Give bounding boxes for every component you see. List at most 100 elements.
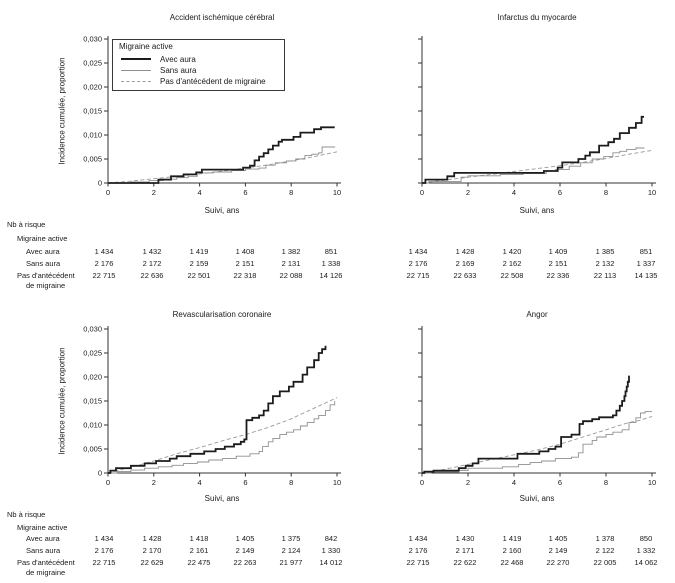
legend-item-avec-aura: Avec aura: [121, 54, 196, 64]
y-tick-label: 0,020: [83, 373, 102, 382]
risk-value: 1 420: [502, 247, 522, 256]
risk-value: 1 378: [595, 534, 615, 543]
risk-value: 2 124: [281, 546, 301, 555]
x-tick-label: 4: [512, 478, 516, 487]
legend-title: Migraine active: [119, 42, 173, 51]
risk-value: 1 419: [502, 534, 522, 543]
panel-title-revascularisation: Revascularisation coronaire: [172, 310, 272, 319]
y-tick-label: 0,015: [83, 107, 102, 116]
risk-value: 2 159: [189, 259, 209, 268]
risk-value: 1 434: [408, 534, 428, 543]
risk-value: 2 131: [281, 259, 301, 268]
risk-value: 22 005: [593, 558, 617, 567]
y-axis-label-top: Incidence cumulée, proportion: [57, 57, 67, 165]
risk-value: 2 151: [548, 259, 568, 268]
risk-value: 2 176: [408, 546, 428, 555]
y-tick-label: 0: [98, 469, 102, 478]
risk-value: 851: [639, 247, 653, 256]
risk-value: 850: [639, 534, 653, 543]
x-tick-label: 4: [198, 478, 202, 487]
risk-value: 1 434: [94, 534, 114, 543]
y-tick-label: 0,005: [83, 445, 102, 454]
y-tick-label: 0,025: [83, 349, 102, 358]
legend-item-sans-aura: Sans aura: [121, 65, 196, 75]
risk-value: 22 636: [140, 271, 164, 280]
risk-value: 22 508: [500, 271, 524, 280]
x-tick-label: 8: [289, 478, 293, 487]
y-tick-label: 0,025: [83, 59, 102, 68]
risk-value: 22 468: [500, 558, 524, 567]
risk-value: 1 428: [142, 534, 162, 543]
x-tick-label: 4: [198, 188, 202, 197]
x-tick-label: 8: [604, 188, 608, 197]
x-axis-label: Suivi, ans: [519, 206, 555, 215]
risk-value: 1 408: [235, 247, 255, 256]
curve-sans-aura: [422, 411, 652, 474]
risk-value: 2 122: [595, 546, 615, 555]
curve-pas-antecedent: [107, 397, 338, 474]
x-tick-label: 6: [243, 188, 247, 197]
risk-value: 2 162: [502, 259, 522, 268]
x-tick-label: 0: [106, 478, 110, 487]
risk-value: 2 176: [408, 259, 428, 268]
risk-value: 22 715: [92, 271, 116, 280]
y-tick-label: 0,010: [83, 131, 102, 140]
risk-value: 1 375: [281, 534, 301, 543]
risk-row-label: de migraine: [26, 281, 66, 290]
risk-group-label: Migraine active: [17, 234, 68, 243]
x-tick-label: 6: [558, 188, 562, 197]
curve-pas-antecedent: [421, 415, 653, 474]
curve-avec-aura: [108, 126, 335, 184]
risk-value: 1 418: [189, 534, 209, 543]
risk-value: 22 113: [593, 271, 617, 280]
risk-value: 2 149: [235, 546, 255, 555]
risk-value: 1 419: [189, 247, 209, 256]
risk-value: 22 715: [406, 558, 430, 567]
risk-value: 1 337: [636, 259, 656, 268]
y-axis-label-bottom: Incidence cumulée, proportion: [57, 347, 67, 455]
legend-label: Avec aura: [160, 54, 196, 64]
risk-value: 2 172: [142, 259, 162, 268]
legend: Migraine active Avec aura Sans aura Pas …: [112, 39, 285, 91]
x-tick-label: 0: [420, 188, 424, 197]
risk-value: 1 330: [321, 546, 341, 555]
risk-value: 22 336: [546, 271, 570, 280]
x-tick-label: 2: [152, 188, 156, 197]
risk-row-label: Sans aura: [26, 546, 61, 555]
x-axis-label: Suivi, ans: [204, 494, 240, 503]
risk-value: 1 432: [142, 247, 162, 256]
x-tick-label: 10: [333, 188, 341, 197]
legend-item-pas-antecedent: Pas d'antécédent de migraine: [121, 76, 266, 86]
risk-value: 2 169: [455, 259, 475, 268]
x-tick-label: 10: [648, 188, 656, 197]
legend-label: Sans aura: [160, 65, 197, 75]
x-tick-label: 6: [558, 478, 562, 487]
x-tick-label: 2: [466, 188, 470, 197]
y-tick-label: 0,030: [83, 325, 102, 334]
risk-row-label: Pas d'antécédent: [17, 558, 75, 567]
y-tick-label: 0,015: [83, 397, 102, 406]
risk-value: 1 430: [455, 534, 475, 543]
risk-value: 2 161: [189, 546, 209, 555]
curve-avec-aura: [422, 375, 630, 474]
risk-header: Nb à risque: [7, 220, 46, 229]
risk-value: 1 405: [548, 534, 568, 543]
risk-value: 22 715: [406, 271, 430, 280]
legend-label: Pas d'antécédent de migraine: [160, 76, 266, 86]
risk-value: 1 428: [455, 247, 475, 256]
risk-value: 14 126: [319, 271, 343, 280]
panel-title-stroke: Accident ischémique cérébral: [169, 13, 275, 22]
risk-value: 1 332: [636, 546, 656, 555]
y-tick-label: 0: [98, 179, 102, 188]
risk-value: 1 405: [235, 534, 255, 543]
risk-value: 2 176: [94, 259, 114, 268]
risk-value: 842: [324, 534, 338, 543]
x-tick-label: 0: [106, 188, 110, 197]
risk-value: 2 170: [142, 546, 162, 555]
risk-value: 2 149: [548, 546, 568, 555]
risk-value: 22 629: [140, 558, 164, 567]
legend-line-pas-antecedent-icon: [121, 80, 151, 82]
risk-value: 21 977: [279, 558, 303, 567]
curve-avec-aura: [422, 115, 644, 184]
risk-value: 22 270: [546, 558, 570, 567]
